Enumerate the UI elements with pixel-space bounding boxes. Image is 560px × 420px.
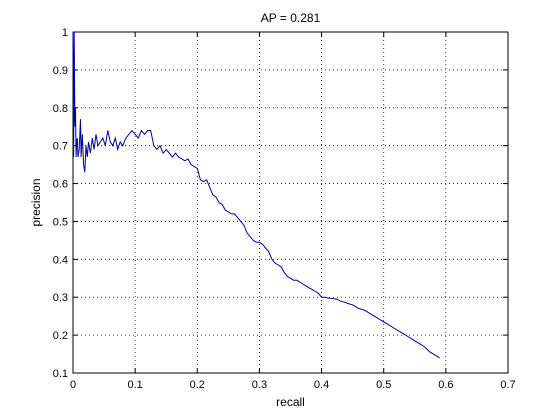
precision-recall-line: [72, 31, 440, 359]
x-axis-label: recall: [276, 395, 305, 409]
plot-frame: [72, 31, 509, 374]
y-axis-label: precision: [29, 178, 43, 226]
x-tick-label: 0: [70, 379, 76, 391]
y-tick-label: 0.1: [53, 368, 68, 380]
y-tick-labels: 0.1 0.2 0.3 0.4 0.5 0.6 0.7 0.8 0.9 1: [53, 27, 68, 380]
y-tick-label: 0.9: [53, 65, 68, 77]
x-tick-label: 0.2: [190, 379, 205, 391]
x-tick-label: 0.7: [500, 379, 515, 391]
y-tick-label: 0.2: [53, 330, 68, 342]
x-tick-label: 0.6: [438, 379, 453, 391]
y-tick-label: 1: [62, 27, 68, 39]
grid-lines: [73, 32, 508, 373]
y-tick-label: 0.7: [53, 141, 68, 153]
y-tick-label: 0.3: [53, 292, 68, 304]
chart-title: AP = 0.281: [261, 11, 321, 25]
y-tick-label: 0.6: [53, 179, 68, 191]
y-tick-label: 0.5: [53, 216, 68, 228]
x-tick-label: 0.1: [127, 379, 142, 391]
y-tick-label: 0.4: [53, 254, 68, 266]
x-tick-label: 0.5: [376, 379, 391, 391]
axis-ticks: [72, 31, 509, 374]
y-tick-label: 0.8: [53, 103, 68, 115]
x-tick-label: 0.4: [314, 379, 329, 391]
x-tick-labels: 0 0.1 0.2 0.3 0.4 0.5 0.6 0.7: [70, 379, 516, 391]
x-tick-label: 0.3: [252, 379, 267, 391]
